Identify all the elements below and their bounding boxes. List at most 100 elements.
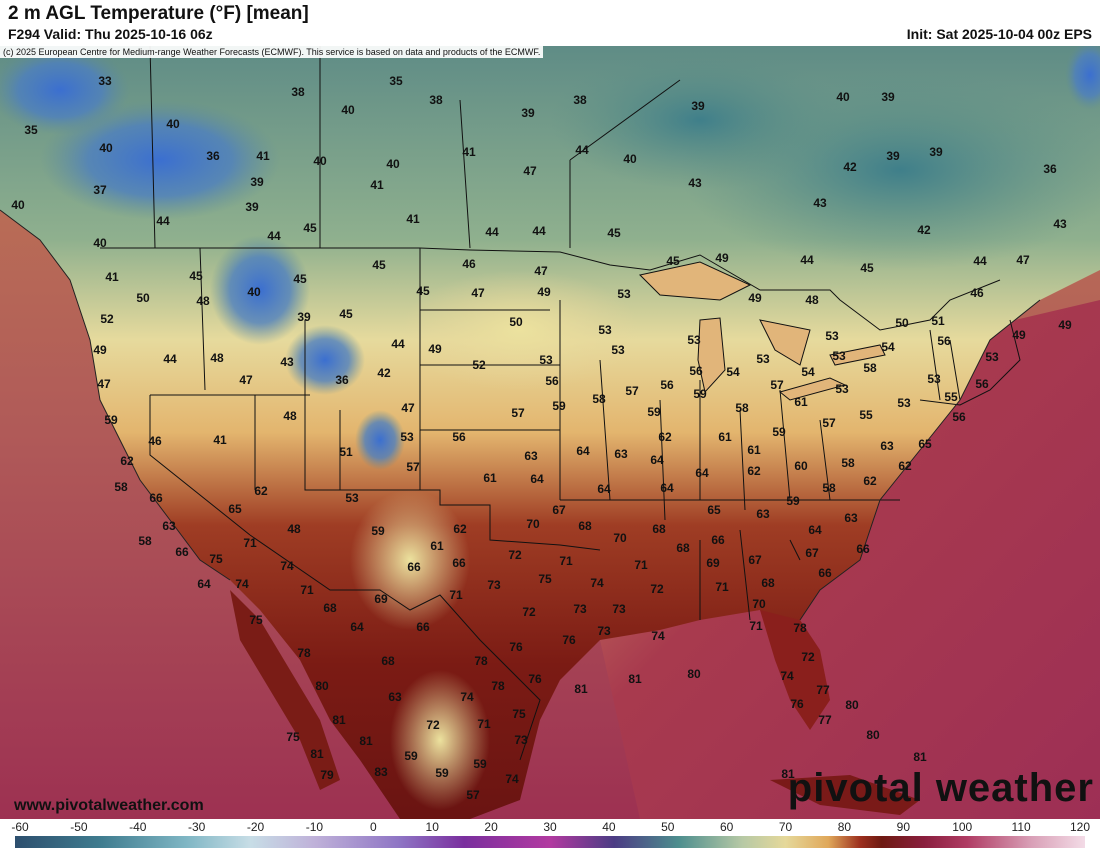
temperature-label: 48	[287, 522, 301, 536]
temperature-label: 70	[526, 517, 540, 531]
temperature-label: 53	[927, 372, 941, 386]
temperature-label: 57	[625, 384, 639, 398]
temperature-label: 42	[843, 160, 857, 174]
temperature-label: 62	[747, 464, 761, 478]
temperature-label: 58	[863, 361, 877, 375]
temperature-label: 75	[209, 552, 223, 566]
temperature-label: 45	[189, 269, 203, 283]
temperature-label: 35	[389, 74, 403, 88]
temperature-label: 67	[805, 546, 819, 560]
temperature-label: 46	[148, 434, 162, 448]
temperature-label: 79	[320, 768, 334, 782]
temperature-label: 51	[931, 314, 945, 328]
temperature-label: 57	[511, 406, 525, 420]
temperature-label: 47	[401, 401, 415, 415]
temperature-label: 74	[235, 577, 249, 591]
temperature-label: 66	[149, 491, 163, 505]
temperature-label: 40	[11, 198, 25, 212]
temperature-label: 44	[156, 214, 170, 228]
website-url[interactable]: www.pivotalweather.com	[14, 797, 204, 814]
temperature-label: 37	[93, 183, 107, 197]
temperature-label: 38	[429, 93, 443, 107]
temperature-label: 45	[607, 226, 621, 240]
temperature-label: 81	[359, 734, 373, 748]
temperature-label: 56	[975, 377, 989, 391]
temperature-label: 54	[881, 340, 895, 354]
temperature-label: 64	[650, 453, 664, 467]
temperature-label: 73	[514, 733, 528, 747]
temperature-label: 71	[449, 588, 463, 602]
temperature-label: 63	[388, 690, 402, 704]
colorbar-tick-label: 120	[1069, 820, 1091, 834]
temperature-label: 48	[210, 351, 224, 365]
temperature-label: 78	[474, 654, 488, 668]
temperature-label: 64	[530, 472, 544, 486]
temperature-label: 59	[772, 425, 786, 439]
temperature-label: 80	[687, 667, 701, 681]
temperature-label: 74	[505, 772, 519, 786]
temperature-label: 36	[1043, 162, 1057, 176]
colorbar-tick-label: -50	[70, 820, 88, 834]
temperature-label: 53	[897, 396, 911, 410]
temperature-label: 44	[267, 229, 281, 243]
colorbar-tick-label: 0	[369, 820, 377, 834]
temperature-label: 76	[528, 672, 542, 686]
temperature-label: 62	[898, 459, 912, 473]
temperature-label: 41	[406, 212, 420, 226]
temperature-label: 40	[341, 103, 355, 117]
temperature-label: 71	[477, 717, 491, 731]
temperature-label: 53	[598, 323, 612, 337]
temperature-label: 62	[453, 522, 467, 536]
colorbar-tick-label: 10	[425, 820, 439, 834]
colorbar-tick-label: 40	[602, 820, 616, 834]
temperature-label: 52	[472, 358, 486, 372]
temperature-label: 61	[483, 471, 497, 485]
temperature-label: 71	[300, 583, 314, 597]
temperature-label: 42	[917, 223, 931, 237]
temperature-label: 53	[832, 349, 846, 363]
temperature-label: 71	[243, 536, 257, 550]
temperature-label: 66	[711, 533, 725, 547]
temperature-label: 66	[818, 566, 832, 580]
temperature-label: 39	[245, 200, 259, 214]
temperature-label: 41	[462, 145, 476, 159]
temperature-label: 76	[790, 697, 804, 711]
temperature-label: 53	[985, 350, 999, 364]
temperature-label: 38	[291, 85, 305, 99]
temperature-label: 66	[175, 545, 189, 559]
temperature-label: 57	[822, 416, 836, 430]
temperature-label: 50	[509, 315, 523, 329]
temperature-label: 44	[973, 254, 987, 268]
temperature-label: 49	[715, 251, 729, 265]
temperature-label: 58	[735, 401, 749, 415]
temperature-label: 47	[239, 373, 253, 387]
colorbar: -60 -50 -40 -30 -20 -10 0 10 20 30 40 50 60 70 80 90 100…	[0, 819, 1100, 850]
ecmwf-credit: (c) 2025 European Centre for Medium-rang…	[0, 46, 544, 58]
colorbar-tick-label: 100	[952, 820, 973, 834]
temperature-label: 59	[693, 387, 707, 401]
colorbar-scale	[15, 836, 1085, 848]
temperature-label: 58	[114, 480, 128, 494]
temperature-label: 64	[576, 444, 590, 458]
temperature-label: 78	[491, 679, 505, 693]
colorbar-tick-label: 110	[1011, 820, 1031, 834]
temperature-label: 64	[197, 577, 211, 591]
temperature-label: 42	[377, 366, 391, 380]
temperature-label: 58	[592, 392, 606, 406]
temperature-label: 45	[293, 272, 307, 286]
temperature-label: 64	[350, 620, 364, 634]
temperature-label: 63	[880, 439, 894, 453]
temperature-label: 50	[895, 316, 909, 330]
temperature-label: 69	[374, 592, 388, 606]
colorbar-tick-label: -40	[129, 820, 147, 834]
temperature-label: 39	[929, 145, 943, 159]
init-time: Init: Sat 2025-10-04 00z EPS	[906, 26, 1092, 42]
temperature-label: 70	[752, 597, 766, 611]
valid-time: F294 Valid: Thu 2025-10-16 06z	[8, 26, 213, 42]
temperature-label: 57	[406, 460, 420, 474]
temperature-label: 59	[435, 766, 449, 780]
colorbar-tick-label: -60	[11, 820, 29, 834]
temperature-label: 64	[597, 482, 611, 496]
temperature-label: 81	[310, 747, 324, 761]
temperature-label: 64	[808, 523, 822, 537]
